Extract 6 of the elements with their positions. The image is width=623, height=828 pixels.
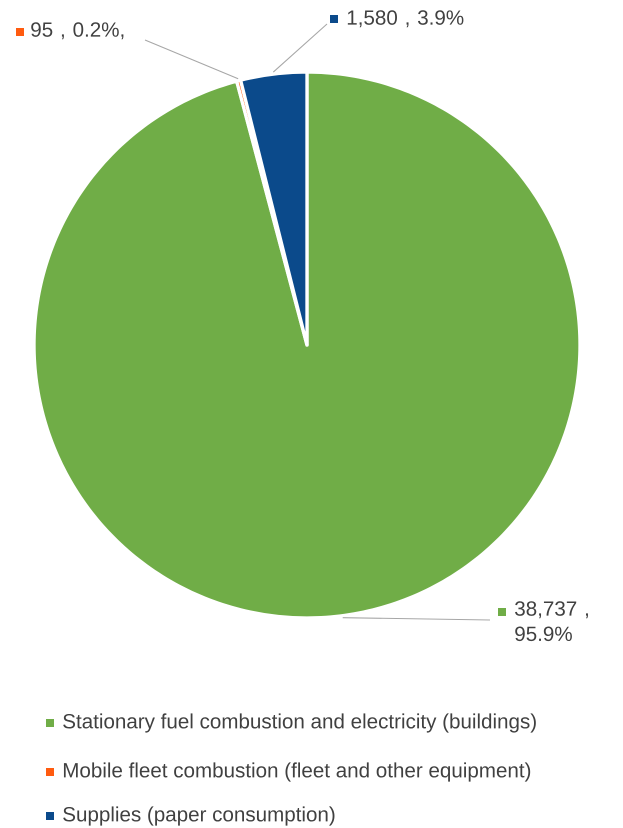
legend-label: Mobile fleet combustion (fleet and other equipment) — [64, 762, 530, 782]
legend-label: Supplies (paper consumption) — [63, 806, 334, 826]
data-label: 95 , 0.2%, — [31, 22, 124, 40]
data-label: 38,737 , 95.9% — [515, 601, 588, 642]
data-label: 1,580 , 3.9% — [348, 10, 464, 28]
legend-label: Stationary fuel combustion and electricity (buildings) — [63, 713, 536, 733]
